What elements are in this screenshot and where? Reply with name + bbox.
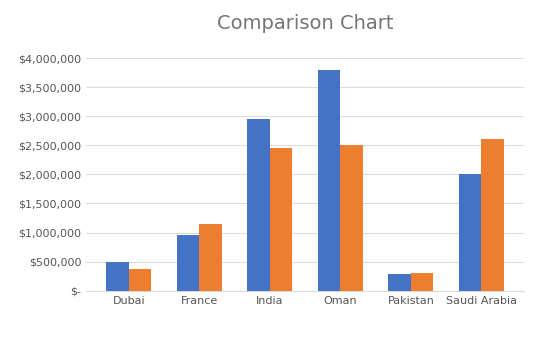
Bar: [129, 269, 151, 291]
Bar: [459, 174, 481, 291]
Bar: [340, 145, 363, 291]
Bar: [318, 70, 340, 291]
Bar: [411, 273, 434, 291]
Bar: [247, 119, 270, 291]
Bar: [388, 274, 411, 291]
Bar: [481, 140, 504, 291]
Bar: [199, 224, 222, 291]
Title: Comparison Chart: Comparison Chart: [217, 15, 393, 33]
Bar: [177, 236, 199, 291]
Bar: [106, 262, 129, 291]
Bar: [270, 148, 292, 291]
